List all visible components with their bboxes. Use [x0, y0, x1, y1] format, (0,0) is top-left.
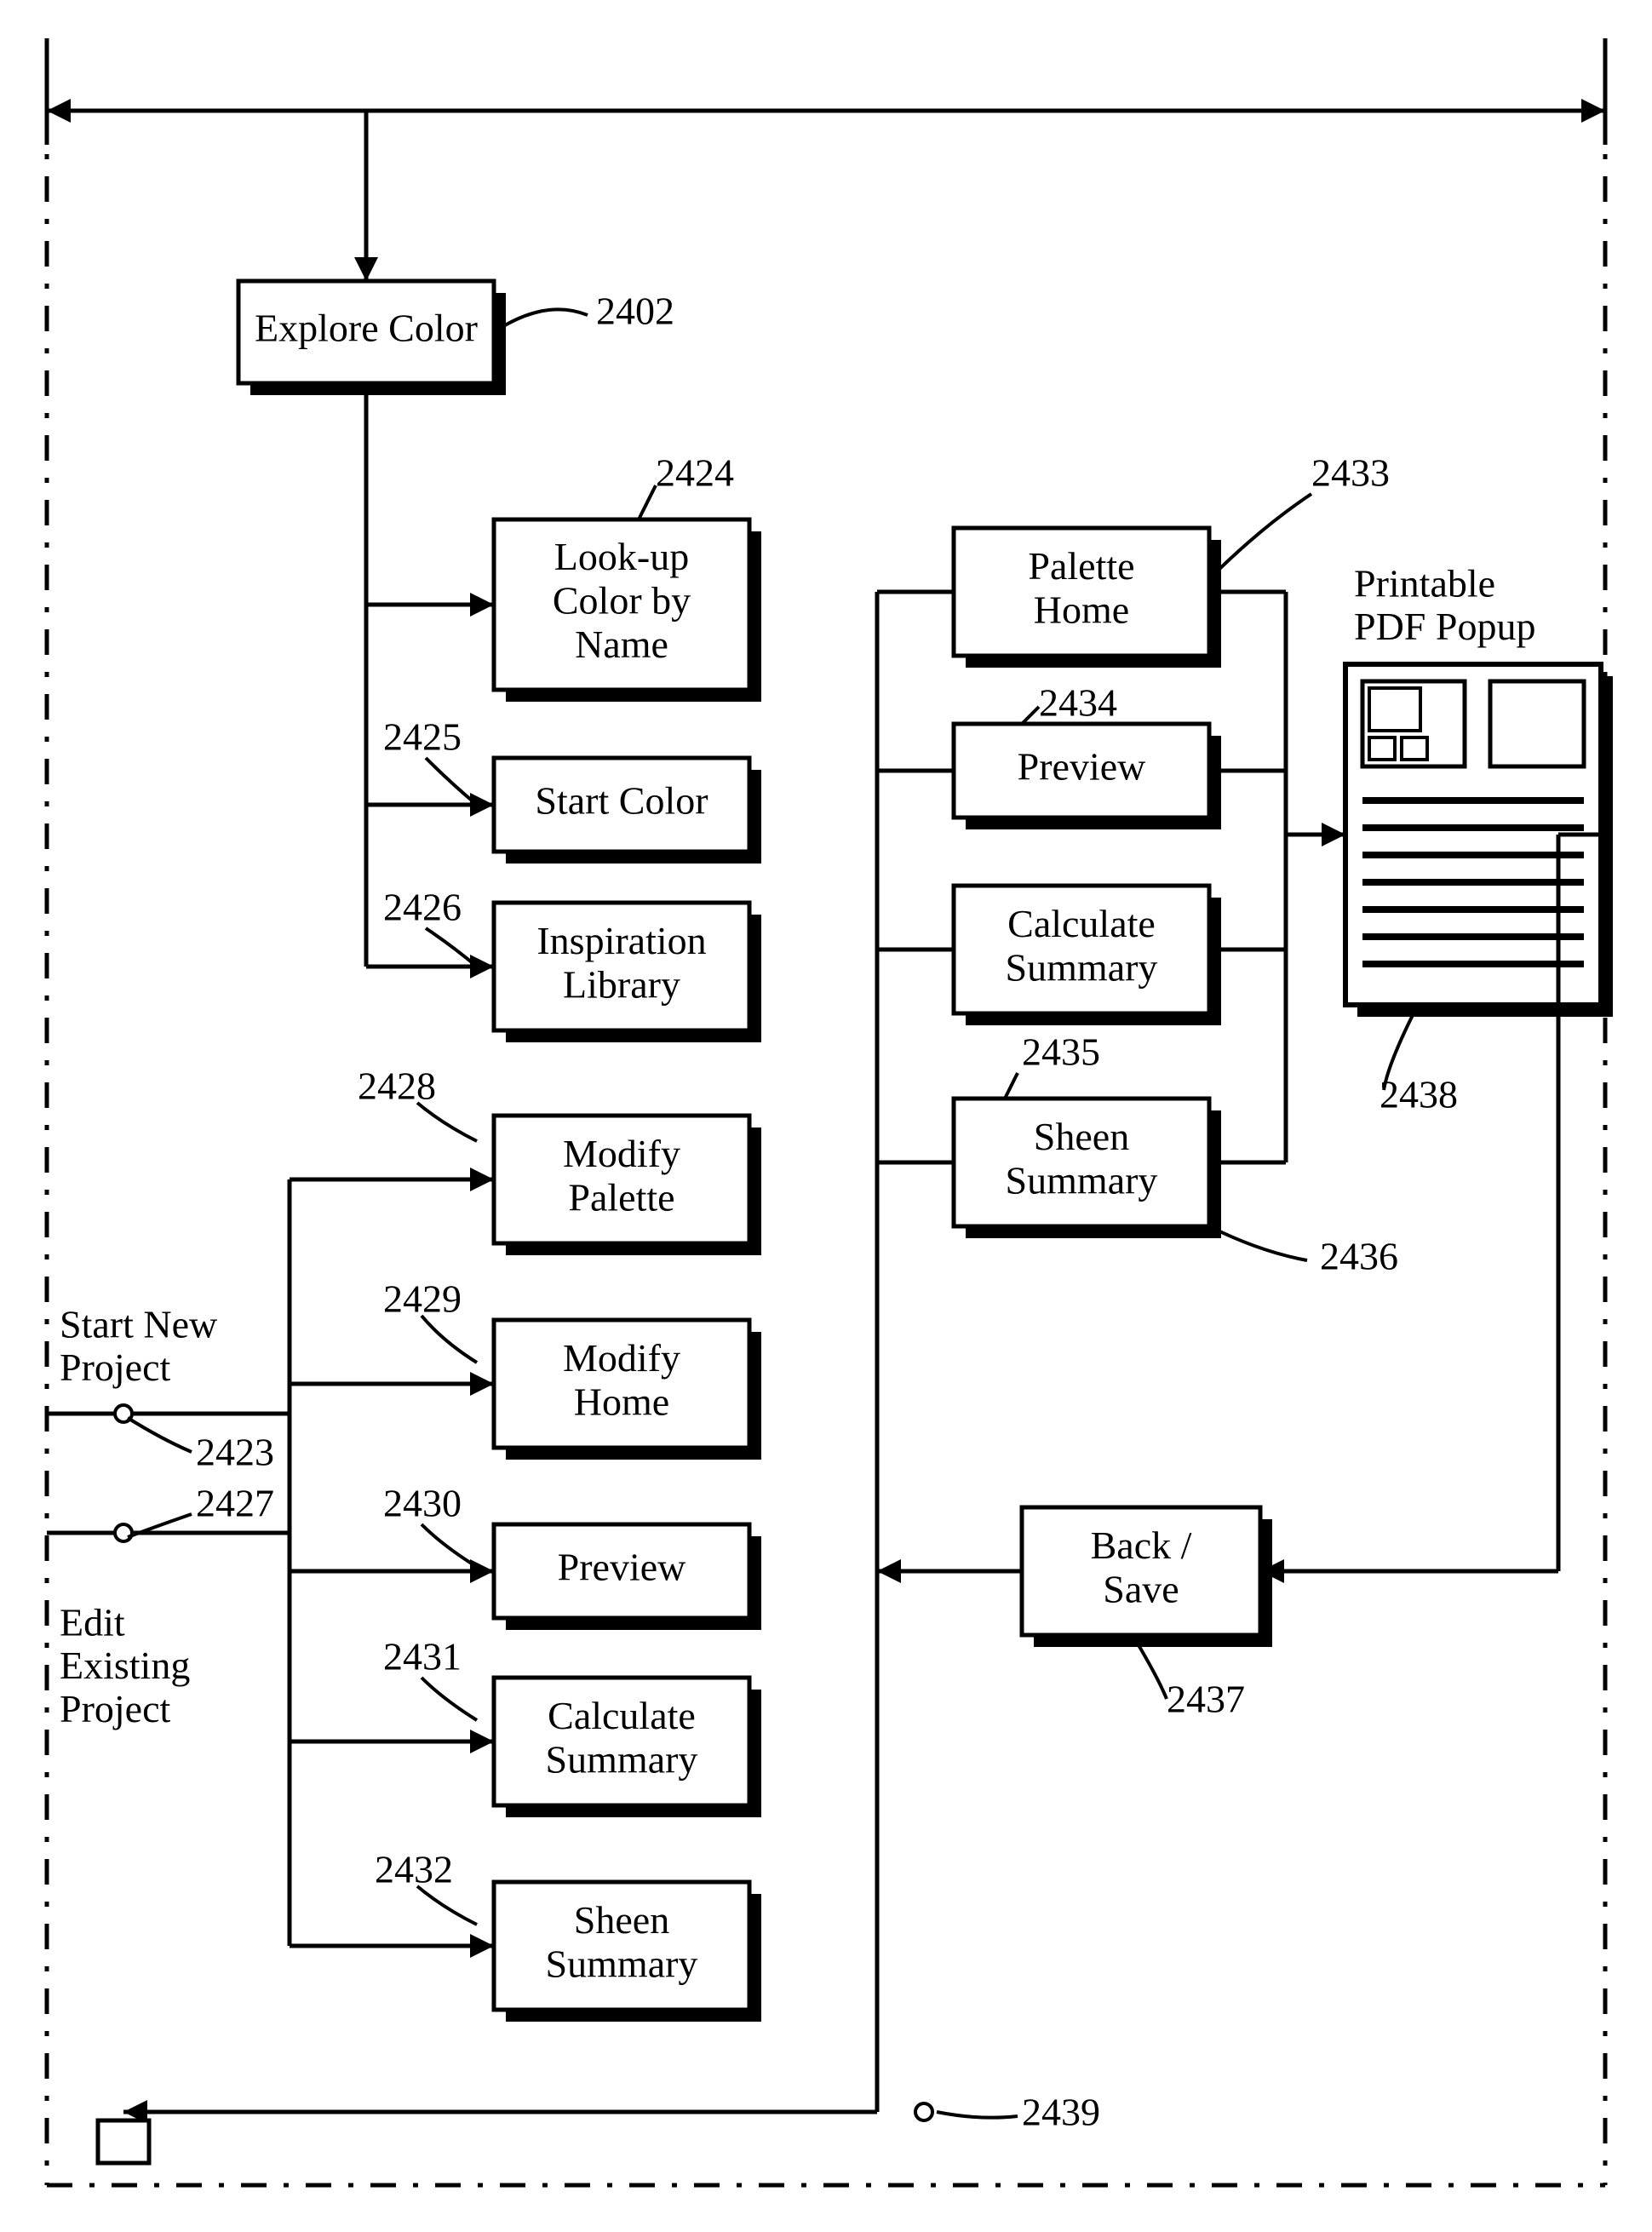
svg-text:Library: Library [563, 962, 680, 1006]
svg-text:Inspiration: Inspiration [536, 919, 706, 962]
svg-text:Sheen: Sheen [574, 1898, 669, 1942]
svg-text:Name: Name [575, 623, 668, 666]
svg-text:Home: Home [574, 1380, 669, 1423]
svg-text:2430: 2430 [383, 1482, 462, 1525]
svg-text:2438: 2438 [1380, 1073, 1458, 1116]
svg-text:Palette: Palette [568, 1175, 674, 1219]
svg-text:Project: Project [60, 1687, 171, 1730]
svg-text:Summary: Summary [1006, 945, 1158, 989]
svg-text:2436: 2436 [1320, 1235, 1398, 1278]
svg-text:PDF Popup: PDF Popup [1354, 605, 1535, 648]
svg-text:2429: 2429 [383, 1277, 462, 1321]
svg-text:Project: Project [60, 1346, 171, 1389]
svg-text:Calculate: Calculate [548, 1694, 696, 1737]
svg-text:Modify: Modify [563, 1132, 680, 1175]
svg-text:Summary: Summary [546, 1942, 698, 1985]
svg-text:2433: 2433 [1311, 451, 1390, 495]
svg-text:2427: 2427 [196, 1482, 274, 1525]
svg-text:Color by: Color by [553, 579, 691, 623]
svg-text:Palette: Palette [1028, 544, 1134, 588]
svg-text:Modify: Modify [563, 1336, 680, 1380]
svg-text:2423: 2423 [196, 1431, 274, 1474]
svg-text:Start Color: Start Color [535, 779, 708, 823]
svg-text:Home: Home [1034, 588, 1129, 631]
svg-text:2402: 2402 [596, 290, 674, 333]
svg-text:2424: 2424 [656, 451, 734, 495]
svg-text:2437: 2437 [1167, 1678, 1245, 1721]
svg-text:Edit: Edit [60, 1601, 125, 1644]
svg-text:Calculate: Calculate [1007, 902, 1156, 945]
svg-text:Look-up: Look-up [554, 535, 689, 578]
svg-text:Sheen: Sheen [1034, 1115, 1129, 1158]
svg-text:Explore Color: Explore Color [255, 307, 478, 350]
svg-text:2434: 2434 [1039, 681, 1117, 725]
svg-text:Existing: Existing [60, 1644, 190, 1687]
svg-text:Summary: Summary [546, 1737, 698, 1781]
svg-text:2428: 2428 [358, 1064, 436, 1108]
svg-text:2439: 2439 [1022, 2091, 1100, 2134]
svg-text:2425: 2425 [383, 715, 462, 759]
svg-text:Preview: Preview [1018, 745, 1147, 789]
svg-text:Save: Save [1103, 1567, 1179, 1610]
svg-text:2432: 2432 [375, 1848, 453, 1891]
svg-text:2435: 2435 [1022, 1030, 1100, 1074]
svg-text:Summary: Summary [1006, 1158, 1158, 1202]
svg-text:Printable: Printable [1354, 562, 1495, 605]
svg-text:Start New: Start New [60, 1303, 218, 1346]
svg-text:2426: 2426 [383, 886, 462, 929]
svg-text:Preview: Preview [558, 1546, 687, 1589]
svg-text:2431: 2431 [383, 1635, 462, 1678]
svg-text:Back /: Back / [1091, 1523, 1192, 1567]
